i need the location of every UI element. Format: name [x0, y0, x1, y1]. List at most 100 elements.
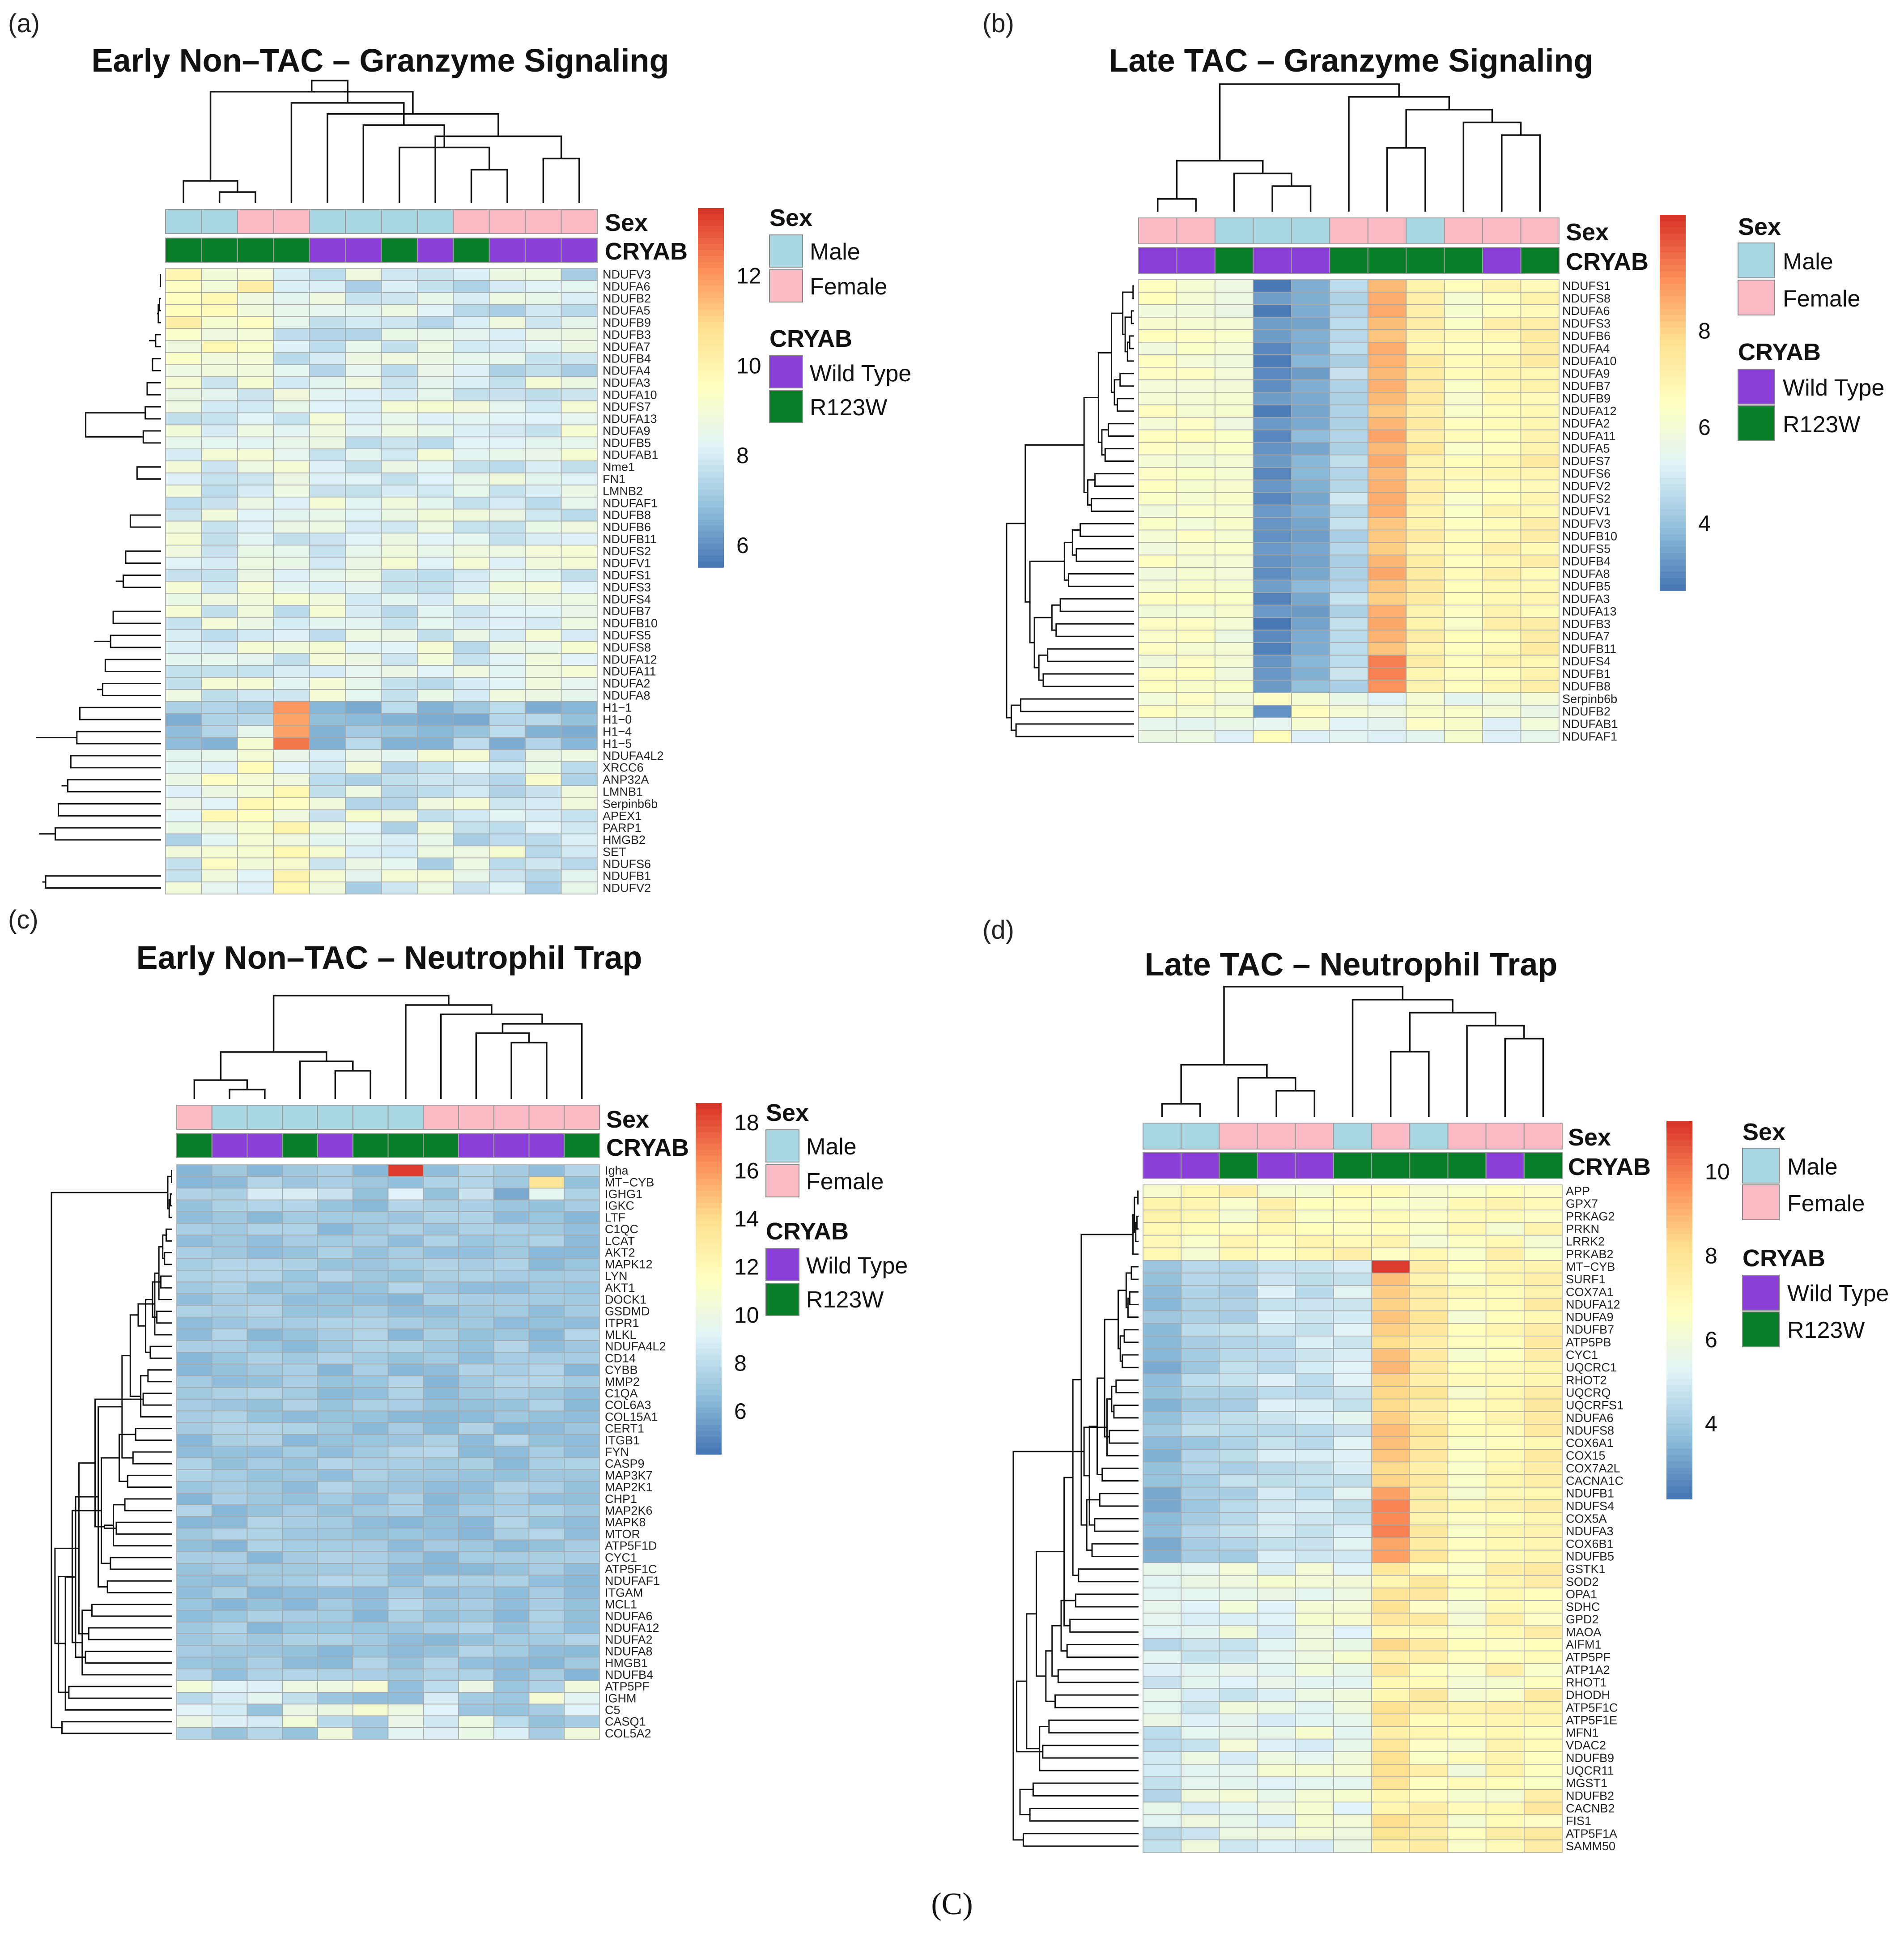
heatmap-cell — [387, 1293, 424, 1306]
heatmap-cell — [273, 376, 310, 389]
heatmap-cell — [453, 665, 490, 678]
heatmap-cell — [1371, 1285, 1411, 1299]
heatmap-cell — [1447, 1449, 1487, 1463]
heatmap-cell — [458, 1457, 494, 1470]
colorbar-segment — [1660, 409, 1686, 416]
row-dendrogram-branch — [1136, 1215, 1139, 1230]
heatmap-cell — [165, 473, 202, 485]
row-dendrogram-branch — [1036, 1551, 1064, 1677]
heatmap-cell — [1367, 554, 1407, 568]
gene-label: LMNB2 — [603, 484, 643, 498]
heatmap-cell — [309, 364, 346, 377]
heatmap-cell — [352, 1305, 389, 1318]
heatmap-cell — [282, 1575, 318, 1588]
heatmap-cell — [1143, 1386, 1182, 1400]
gene-label: NDUFB6 — [1562, 329, 1611, 343]
heatmap-cell — [1524, 1336, 1563, 1349]
gene-label: AKT2 — [605, 1246, 635, 1260]
heatmap-cell — [493, 1410, 530, 1423]
heatmap-cell — [1524, 1386, 1563, 1400]
heatmap-cell — [1257, 1323, 1296, 1337]
heatmap-cell — [1482, 392, 1522, 405]
heatmap-cell — [1409, 1424, 1449, 1437]
heatmap-cell — [1295, 1184, 1334, 1198]
heatmap-cell — [1409, 1373, 1449, 1387]
heatmap-cell — [1447, 1336, 1487, 1349]
heatmap-cell — [1295, 1197, 1334, 1211]
heatmap-cell — [273, 773, 310, 786]
heatmap-cell — [1367, 517, 1407, 531]
colorbar-segment — [698, 525, 724, 532]
colorbar-segment — [1660, 334, 1686, 341]
heatmap-cell — [381, 737, 418, 750]
colorbar-segment — [1660, 365, 1686, 372]
heatmap-cell — [1333, 1613, 1372, 1626]
colorbar-segment — [696, 1378, 722, 1384]
heatmap-cell — [453, 881, 490, 894]
heatmap-cell — [1143, 1310, 1182, 1324]
gene-label: NDUFB2 — [603, 292, 651, 305]
legend-wild-type-swatch — [765, 1248, 799, 1281]
heatmap-cell — [381, 292, 418, 305]
heatmap-cell — [1219, 1260, 1258, 1273]
heatmap-cell — [417, 797, 454, 810]
heatmap-cell — [165, 557, 202, 570]
heatmap-cell — [165, 328, 202, 341]
heatmap-cell — [525, 497, 562, 510]
heatmap-cell — [1291, 642, 1330, 656]
heatmap-cell — [417, 833, 454, 847]
colorbar-segment — [1660, 302, 1686, 309]
heatmap-cell — [282, 1539, 318, 1552]
heatmap-cell — [345, 352, 382, 365]
heatmap-cell — [176, 1481, 212, 1494]
heatmap-cell — [1181, 1235, 1220, 1248]
heatmap-cell — [1485, 1336, 1525, 1349]
heatmap-cell — [528, 1340, 565, 1353]
heatmap-cell — [309, 689, 346, 702]
gene-label: PRKAB2 — [1566, 1248, 1614, 1261]
heatmap-cell — [1291, 680, 1330, 693]
heatmap-cell — [525, 857, 562, 871]
heatmap-cell — [1215, 667, 1254, 681]
heatmap-cell — [381, 581, 418, 594]
heatmap-cell — [282, 1270, 318, 1282]
heatmap-cell — [453, 725, 490, 738]
colorbar-segment — [696, 1302, 722, 1308]
heatmap-cell — [1406, 579, 1445, 593]
heatmap-cell — [561, 460, 598, 473]
colorbar-segment — [698, 280, 724, 286]
column-dendrogram-branch — [209, 91, 414, 181]
heatmap-cell — [1329, 454, 1368, 468]
gene-label: FYN — [605, 1445, 629, 1459]
heatmap-cell — [1485, 1613, 1525, 1626]
colorbar-segment — [698, 304, 724, 311]
heatmap-cell — [528, 1328, 565, 1341]
gene-label: NDUFA3 — [1566, 1524, 1614, 1538]
heatmap-cell — [1333, 1726, 1372, 1740]
heatmap-cell — [246, 1340, 283, 1353]
cryab-annotation-cell — [528, 1133, 565, 1158]
heatmap-cell — [1447, 1424, 1487, 1437]
row-dendrogram-branch — [142, 430, 161, 444]
heatmap-cell — [1219, 1285, 1258, 1299]
heatmap-cell — [1257, 1424, 1296, 1437]
heatmap-cell — [1524, 1449, 1563, 1463]
colorbar-segment — [1666, 1146, 1692, 1153]
heatmap-cell — [528, 1481, 565, 1494]
heatmap-cell — [387, 1481, 424, 1494]
heatmap-cell — [211, 1563, 248, 1575]
gene-label: ATP5PB — [1566, 1336, 1611, 1349]
heatmap-cell — [423, 1328, 459, 1341]
heatmap-cell — [1181, 1562, 1220, 1576]
heatmap-cell — [1181, 1613, 1220, 1626]
gene-label: MT−CYB — [1566, 1260, 1615, 1273]
heatmap-cell — [165, 424, 202, 438]
heatmap-cell — [417, 617, 454, 630]
heatmap-cell — [1482, 705, 1522, 718]
heatmap-cell — [1253, 730, 1292, 743]
heatmap-cell — [564, 1211, 600, 1224]
heatmap-cell — [1520, 367, 1560, 380]
heatmap-cell — [1409, 1197, 1449, 1211]
heatmap-cell — [201, 424, 238, 438]
cryab-annotation-c — [176, 1133, 600, 1158]
